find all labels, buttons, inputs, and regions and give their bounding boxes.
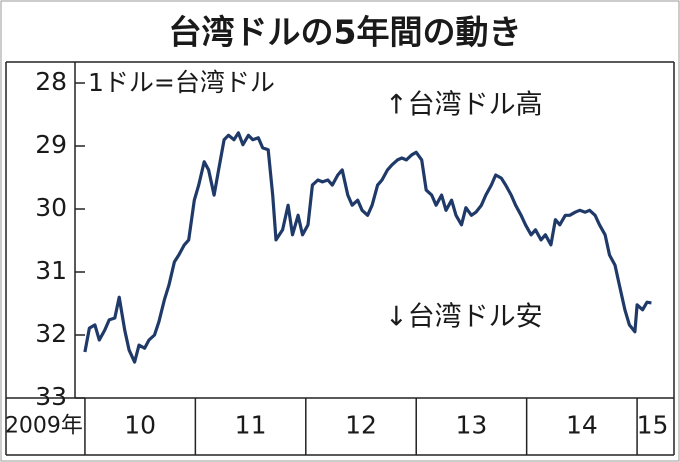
y-tick-label: 29 [35, 130, 67, 159]
y-tick-label: 30 [35, 193, 67, 222]
chart-title: 台湾ドルの5年間の動き [169, 13, 522, 52]
annotation-up: ↑台湾ドル高 [385, 90, 543, 121]
y-tick-label: 33 [35, 382, 67, 411]
x-tick-label: 2009年 [5, 414, 83, 439]
x-tick-label: 11 [235, 411, 267, 440]
y-tick-label: 31 [35, 256, 67, 285]
x-tick-label: 12 [345, 411, 377, 440]
line-series [83, 131, 652, 364]
x-tick-label: 15 [637, 411, 669, 440]
x-tick-label: 10 [124, 411, 156, 440]
x-tick-label: 14 [566, 411, 598, 440]
unit-note: 1ドル=台湾ドル [88, 68, 275, 97]
y-tick-label: 28 [35, 67, 67, 96]
x-tick-label: 13 [456, 411, 488, 440]
y-tick-label: 32 [35, 319, 67, 348]
annotation-down: ↓台湾ドル安 [385, 302, 543, 333]
